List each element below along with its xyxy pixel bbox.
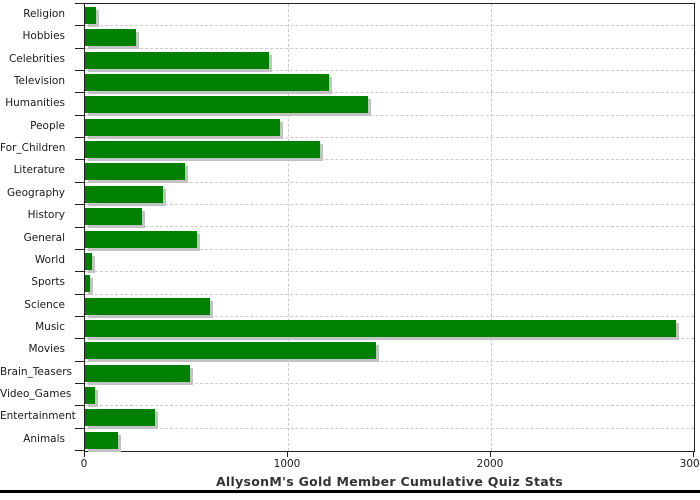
y-axis-tick — [75, 137, 84, 138]
category-label: General — [23, 231, 65, 244]
category-label: Humanities — [5, 97, 65, 110]
y-axis-tick — [75, 115, 84, 116]
vertical-gridline — [491, 4, 492, 451]
bar-religion — [85, 7, 97, 24]
category-label: Science — [24, 298, 65, 311]
x-axis-tick — [287, 451, 288, 457]
chart-title: AllysonM's Gold Member Cumulative Quiz S… — [215, 474, 564, 489]
x-axis-tick-label: 2000 — [476, 458, 504, 470]
y-axis-tick — [75, 450, 84, 451]
bar-row — [85, 71, 694, 94]
bar-geography — [85, 185, 164, 203]
bar-row — [85, 295, 694, 317]
y-axis-tick — [75, 338, 84, 339]
bar-row — [85, 26, 694, 49]
bar-animals — [85, 431, 119, 449]
bar-row — [85, 384, 694, 407]
y-axis-tick — [75, 271, 84, 272]
category-label: Music — [35, 320, 65, 333]
bar-television — [85, 74, 329, 92]
category-label: Geography — [7, 186, 65, 199]
category-label: People — [30, 119, 65, 132]
y-axis-tick — [75, 405, 84, 406]
y-axis-tick — [75, 25, 84, 26]
bar-row — [85, 362, 694, 384]
bar-history — [85, 208, 142, 226]
bar-row — [85, 250, 694, 273]
category-label: Television — [13, 75, 65, 88]
y-axis-tick — [75, 316, 84, 317]
category-label: Religion — [23, 8, 65, 20]
bar-people — [85, 118, 280, 136]
category-label: World — [34, 253, 65, 266]
x-axis-tick — [84, 451, 85, 457]
y-axis-tick — [75, 159, 84, 160]
category-label: Literature — [13, 164, 65, 177]
plot-area — [84, 3, 695, 452]
bar-movies — [85, 342, 377, 360]
x-axis-tick-label: 3000 — [679, 458, 700, 470]
category-label: Movies — [28, 343, 65, 356]
bar-music — [85, 319, 676, 337]
bar-video_games — [85, 386, 96, 404]
category-label: For_Children — [0, 142, 66, 155]
bar-entertainment — [85, 409, 156, 427]
x-axis-tick-label: 1000 — [273, 458, 301, 470]
bar-science — [85, 297, 210, 315]
y-axis-tick — [75, 204, 84, 205]
bar-row — [85, 160, 694, 183]
category-label: Hobbies — [22, 30, 66, 43]
bar-row — [85, 183, 694, 206]
x-axis-tick — [490, 451, 491, 457]
bar-row — [85, 228, 694, 250]
bar-row — [85, 339, 694, 362]
y-axis-tick — [75, 227, 84, 228]
bar-world — [85, 252, 93, 270]
y-axis-tick — [75, 92, 84, 93]
category-label: History — [27, 209, 65, 222]
y-axis-tick — [75, 48, 84, 49]
bar-for_children — [85, 141, 321, 159]
y-axis-tick — [75, 182, 84, 183]
bottom-divider — [0, 490, 700, 493]
bar-row — [85, 406, 694, 429]
bar-row — [85, 49, 694, 72]
vertical-gridline — [288, 4, 289, 451]
bar-celebrities — [85, 51, 269, 69]
y-axis-tick — [75, 383, 84, 384]
bar-literature — [85, 163, 186, 181]
bar-brain_teasers — [85, 364, 190, 382]
bar-row — [85, 4, 694, 27]
bar-general — [85, 230, 197, 248]
bar-hobbies — [85, 29, 136, 47]
bar-row — [85, 205, 694, 228]
bar-row — [85, 93, 694, 116]
category-label: Brain_Teasers — [0, 365, 73, 378]
bar-humanities — [85, 96, 369, 114]
bar-row — [85, 116, 694, 139]
y-axis-tick — [75, 249, 84, 250]
category-label: Sports — [31, 276, 65, 289]
y-axis-tick — [75, 428, 84, 429]
bar-row — [85, 317, 694, 340]
bar-sports — [85, 275, 91, 293]
y-axis-tick — [75, 294, 84, 295]
category-label: Animals — [23, 432, 65, 445]
x-axis-tick — [693, 451, 694, 457]
x-axis-tick-label: 0 — [80, 458, 88, 470]
category-label: Celebrities — [8, 52, 65, 65]
bar-row — [85, 429, 694, 451]
category-label: Entertainment — [0, 410, 76, 423]
y-axis-tick — [75, 3, 84, 4]
category-label: Video_Games — [0, 387, 72, 400]
y-axis-tick — [75, 70, 84, 71]
bar-row — [85, 272, 694, 295]
y-axis-tick — [75, 361, 84, 362]
y-axis-category-labels: Religion Hobbies Celebrities Television Huma… — [0, 3, 76, 452]
bar-row — [85, 138, 694, 161]
